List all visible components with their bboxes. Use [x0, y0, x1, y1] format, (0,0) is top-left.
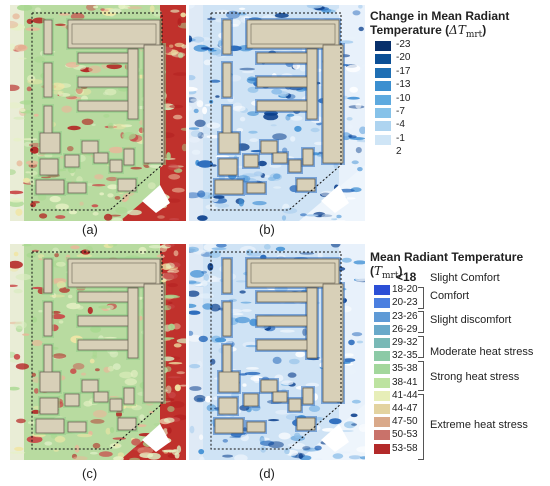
legend-mrt-title-text: Mean Radiant Temperature [370, 250, 524, 264]
legend-mrt-label: 35-38 [392, 363, 418, 375]
legend-change-item-label: -4 [396, 119, 405, 131]
legend-mrt-swatch [374, 390, 390, 401]
legend-mrt-swatch [374, 324, 390, 335]
legend-mrt-symbol: T [374, 264, 383, 278]
legend-mrt-swatch [374, 377, 390, 388]
legend-mrt-title: Mean Radiant Temperature (Tmrt) [370, 250, 524, 281]
legend-mrt-swatch [374, 338, 390, 348]
map-panel-d [189, 244, 365, 460]
legend-mrt-swatch [374, 285, 390, 296]
map-panel-c [10, 244, 186, 460]
legend-change-title: Change in Mean Radiant Temperature (ΔTmr… [370, 9, 510, 40]
legend-change-symbol: ΔT [449, 23, 466, 37]
legend-change-item-swatch [374, 93, 392, 106]
legend-mrt-swatch [374, 430, 390, 441]
category-slight-discomfort: Slight discomfort [430, 314, 512, 326]
legend-change-item-swatch [374, 40, 392, 52]
category-moderate-heat-stress: Moderate heat stress [430, 346, 534, 358]
legend-mrt-label: <18 [396, 270, 417, 284]
legend-change-item-label: -13 [396, 79, 411, 91]
legend-change-item-label: -23 [396, 39, 411, 50]
bracket-slight-discomfort [418, 311, 424, 333]
category-comfort: Comfort [430, 290, 470, 302]
legend-change-item-swatch [374, 80, 392, 93]
legend-change-item-label: -20 [396, 52, 411, 64]
legend-change-item-label: -1 [396, 132, 405, 144]
panel-label-d: (d) [259, 466, 275, 481]
legend-mrt-label: 53-58 [392, 442, 418, 454]
legend-mrt-swatch [374, 404, 390, 414]
map-panel-a [10, 5, 186, 221]
panel-label-a: (a) [82, 222, 98, 237]
category-extreme-heat-stress: Extreme heat stress [430, 419, 528, 431]
bracket-extreme-heat [418, 394, 424, 460]
legend-mrt-swatch [374, 351, 390, 362]
map-panel-b [189, 5, 365, 221]
legend-mrt-label: 38-41 [392, 376, 418, 388]
legend-change-item-swatch [374, 147, 392, 160]
legend-change-item-swatch [374, 66, 392, 79]
legend-mrt-swatch [374, 417, 390, 428]
legend-mrt-label: 44-47 [392, 403, 418, 414]
legend-mrt-label: 29-32 [392, 337, 418, 348]
legend-mrt-swatch [374, 364, 390, 375]
legend-mrt-swatch [374, 311, 390, 322]
legend-change-item-swatch [374, 53, 392, 66]
legend-mrt-label: 41-44 [392, 389, 418, 401]
panel-label-b: (b) [259, 222, 275, 237]
legend-change-item-label: -7 [396, 106, 405, 117]
legend-mrt-label: 32-35 [392, 350, 418, 362]
bracket-moderate-heat [418, 336, 424, 358]
category-slight-comfort: Slight Comfort [430, 272, 500, 284]
bracket-comfort [418, 287, 424, 309]
legend-mrt-label: 26-29 [392, 323, 418, 335]
legend-change-title-text: Change in Mean Radiant Temperature [370, 9, 510, 37]
legend-change-item-label: -17 [396, 65, 411, 77]
bracket-strong-heat [418, 361, 424, 391]
legend-change-item-swatch [374, 107, 392, 119]
panel-label-c: (c) [82, 466, 98, 481]
legend-change-subscript: mrt [465, 30, 483, 40]
legend-change-item-swatch [374, 133, 392, 146]
legend-change-item-label: 2 [396, 146, 402, 158]
legend-mrt-swatch [374, 443, 390, 454]
legend-change-item-label: -10 [396, 92, 411, 104]
legend-mrt-label: 50-53 [392, 429, 418, 441]
legend-change-item-swatch [374, 120, 392, 133]
legend-mrt-label: 18-20 [392, 284, 418, 296]
category-strong-heat-stress: Strong heat stress [430, 371, 520, 383]
legend-mrt-label: 47-50 [392, 416, 418, 428]
legend-mrt-label: 23-26 [392, 310, 418, 322]
legend-mrt-swatch [374, 298, 390, 309]
legend-mrt-subscript: mrt [382, 271, 399, 281]
legend-mrt-label: 20-23 [392, 297, 418, 309]
